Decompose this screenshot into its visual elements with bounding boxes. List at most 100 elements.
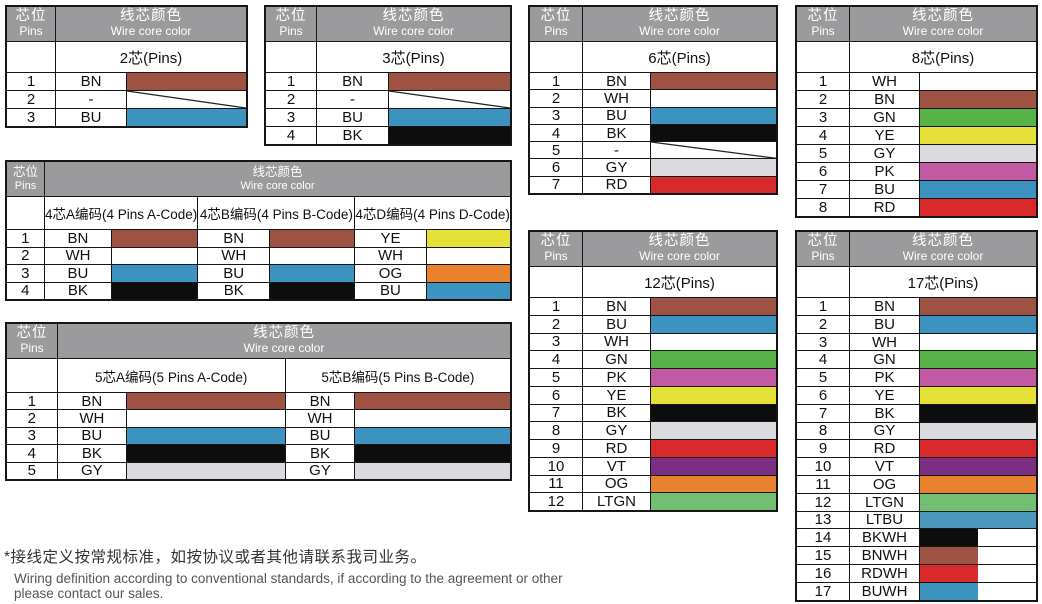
pin-number: 10 [547,457,565,475]
color-swatch [650,369,776,386]
color-swatch [354,445,511,462]
pins-header: 芯位 Pins [7,162,44,196]
color-code: WH [582,90,650,107]
pins-header: 芯位 Pins [797,232,849,266]
color-code: BU [284,427,354,445]
table-2pin: 芯位 Pins 线芯颜色 Wire core color 2芯(Pins) 1 BN 2-3 B… [5,5,248,128]
group-label: 4芯B编码(4 Pins B-Code) [197,197,355,229]
pin-number: 14 [814,529,832,547]
wire-color-header-zh: 线芯颜色 [253,325,315,342]
color-code: WH [56,410,126,427]
table-row: 8 GY [797,421,1036,440]
color-swatch [650,493,776,510]
pins-header-en: Pins [14,179,37,192]
table-17pin: 芯位 Pins 线芯颜色 Wire core color 17芯(Pins) 1 BN 2 BU… [795,230,1038,602]
table-row: 4 BK BK [7,444,511,462]
color-code: VT [582,457,650,475]
pin-number: 1 [551,73,561,90]
pins-header: 芯位 Pins [266,7,316,41]
table-header-row: 芯位 Pins 线芯颜色 Wire core color [797,7,1036,41]
color-code: BU [849,315,919,333]
color-code: GY [849,422,919,440]
table-row: 8 GY [530,421,776,439]
pin-number: 8 [818,199,828,216]
pin-number: 12 [814,493,832,511]
color-code: BU [43,265,111,282]
half-color-fill [920,529,978,547]
wire-color-header-en: Wire core color [243,341,325,356]
color-code: LTGN [582,493,650,510]
wire-color-header: 线芯颜色 Wire core color [582,7,776,41]
pin-number: 9 [818,440,828,458]
pins-header-zh: 芯位 [275,8,307,25]
color-swatch [111,247,198,264]
color-swatch [650,124,776,142]
table-row: 4 BK BK BU [7,281,511,299]
color-swatch [919,91,1036,108]
pin-number: 5 [551,142,561,159]
table-header-row: 芯位 Pins 线芯颜色 Wire core color [266,7,510,41]
pin-number: 4 [551,351,561,368]
pin-number: 3 [21,265,30,282]
color-code: BN [582,298,650,315]
color-code: OG [354,265,425,282]
color-code: BU [354,282,425,299]
pin-number: 2 [27,410,36,427]
color-swatch [919,163,1036,180]
table-row: 9 RD [530,439,776,457]
color-swatch [126,109,246,126]
color-code: BK [56,445,126,462]
table-row: 2 WH WH [7,409,511,427]
color-code: BK [582,404,650,422]
color-code: BU [582,315,650,333]
pin-number: 7 [551,176,561,194]
color-code: BK [284,445,354,462]
table-header-row: 芯位 Pins 线芯颜色 Wire core color [7,162,510,196]
group-label: 5芯B编码(5 Pins B-Code) [284,359,510,392]
table-row: 12 LTGN [797,492,1036,511]
color-swatch [268,282,355,299]
table-row: 1 BN [266,72,510,90]
group-label: 4芯A编码(4 Pins A-Code) [43,197,198,229]
pin-number: 3 [286,109,296,126]
pin-number: 3 [27,427,36,445]
footer-note: *接线定义按常规标准，如按协议或者其他请联系我司业务。 Wiring defin… [4,545,564,601]
pins-header-zh: 芯位 [540,233,572,250]
color-swatch [425,282,511,299]
color-swatch [650,73,776,90]
pin-number: 4 [27,445,36,462]
color-swatch [425,265,511,282]
pin-number: 7 [818,181,828,198]
pin-count-label: 8芯(Pins) [849,42,1036,72]
pin-number: 3 [818,333,828,351]
table-row: 10 VT [797,457,1036,475]
table-row: 6 PK [797,162,1036,180]
color-code: GY [284,462,354,479]
table-row: 4 GN [530,350,776,368]
wire-color-header: 线芯颜色 Wire core color [849,7,1036,41]
pins-subheader-empty [7,197,44,229]
table-row: 3 WH [797,332,1036,351]
table-row: 6 YE [797,385,1036,404]
table-subheader-row: 5芯A编码(5 Pins A-Code) 5芯B编码(5 Pins B-Code) [7,358,510,392]
color-swatch [919,582,1036,600]
color-code: LTBU [849,511,919,529]
color-code: BU [197,265,268,282]
color-swatch [919,109,1036,126]
table-row: 2- [7,90,246,108]
color-code: YE [849,127,919,144]
pins-header: 芯位 Pins [530,232,582,266]
table-row: 5 PK [797,368,1036,386]
color-swatch [650,298,776,315]
footer-note-en: Wiring definition according to conventio… [14,571,563,601]
pin-number: 6 [818,163,828,180]
pin-number: 4 [286,127,296,144]
color-code: YE [582,386,650,404]
wire-color-header-en: Wire core color [902,249,984,264]
pins-subheader-empty [266,42,316,72]
table-row: 3 BU BU [7,426,511,445]
table-row: 2 WH [530,89,776,107]
table-row: 2 WH WH WH [7,246,511,264]
color-swatch [919,493,1036,511]
